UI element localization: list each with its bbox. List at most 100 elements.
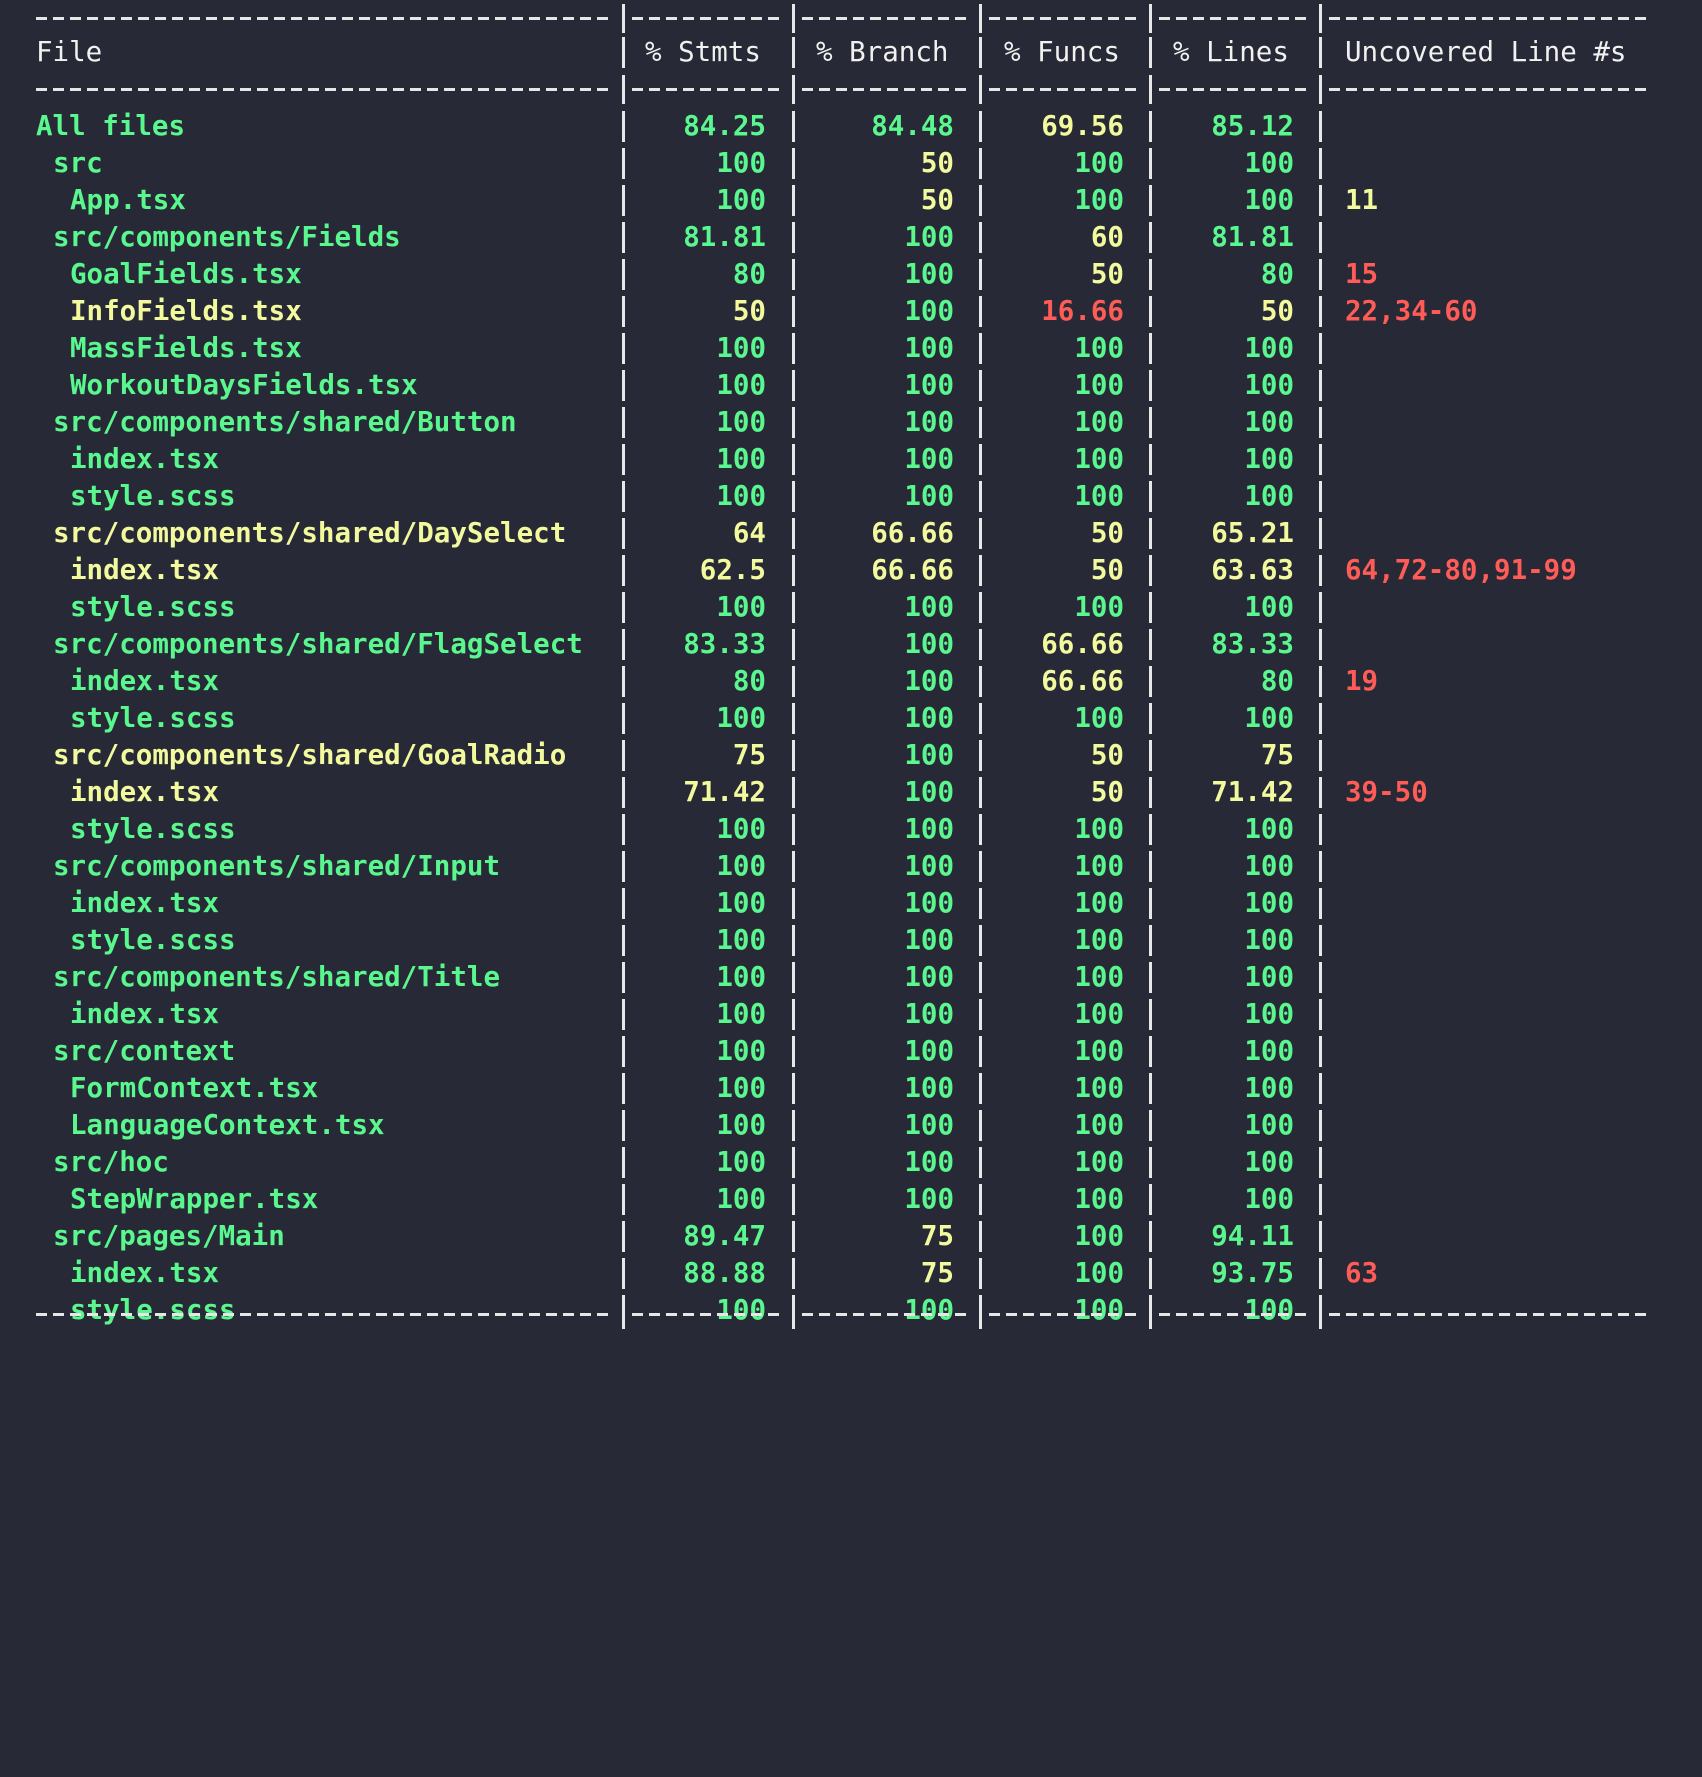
column-divider xyxy=(979,111,982,142)
table-row: index.tsx 100 100 100 100 xyxy=(0,996,1702,1033)
column-divider xyxy=(979,333,982,364)
funcs-value: 100 xyxy=(1074,1146,1124,1178)
branch-value: 100 xyxy=(904,1072,954,1104)
column-divider xyxy=(1149,1184,1152,1215)
column-divider xyxy=(1149,222,1152,253)
column-divider xyxy=(792,333,795,364)
lines-value: 75 xyxy=(1260,739,1294,771)
column-divider xyxy=(979,925,982,956)
stmts-value: 100 xyxy=(716,1183,766,1215)
branch-value: 66.66 xyxy=(871,517,954,549)
stmts-value: 100 xyxy=(716,924,766,956)
column-divider xyxy=(979,518,982,549)
column-divider xyxy=(979,814,982,845)
column-divider xyxy=(1149,481,1152,512)
column-divider xyxy=(1319,777,1322,808)
file-name: App.tsx xyxy=(70,184,186,216)
column-divider xyxy=(1319,1073,1322,1104)
column-divider xyxy=(1149,999,1152,1030)
column-divider xyxy=(622,1184,625,1215)
stmts-value: 80 xyxy=(732,258,766,290)
column-divider xyxy=(1319,1110,1322,1141)
file-name: src/pages/Main xyxy=(53,1220,285,1252)
column-divider xyxy=(979,296,982,327)
lines-value: 100 xyxy=(1244,480,1294,512)
branch-value: 100 xyxy=(904,924,954,956)
table-row: All files 84.25 84.48 69.56 85.12 xyxy=(0,108,1702,145)
branch-value: 100 xyxy=(904,1109,954,1141)
column-divider xyxy=(792,925,795,956)
column-divider xyxy=(792,1184,795,1215)
column-divider xyxy=(792,999,795,1030)
header-uncovered: Uncovered Line #s xyxy=(1345,36,1627,68)
column-divider xyxy=(622,148,625,179)
column-divider xyxy=(1319,1221,1322,1252)
lines-value: 93.75 xyxy=(1211,1257,1294,1289)
funcs-value: 100 xyxy=(1074,1109,1124,1141)
funcs-value: 100 xyxy=(1074,1035,1124,1067)
stmts-value: 100 xyxy=(716,332,766,364)
lines-value: 81.81 xyxy=(1211,221,1294,253)
separator-top xyxy=(0,0,1702,37)
column-divider xyxy=(979,148,982,179)
branch-value: 100 xyxy=(904,961,954,993)
column-divider xyxy=(1149,444,1152,475)
lines-value: 100 xyxy=(1244,887,1294,919)
file-name: src/context xyxy=(53,1035,236,1067)
column-divider xyxy=(792,592,795,623)
lines-value: 100 xyxy=(1244,147,1294,179)
column-divider xyxy=(792,185,795,216)
column-divider xyxy=(1149,296,1152,327)
funcs-value: 100 xyxy=(1074,850,1124,882)
branch-value: 100 xyxy=(904,739,954,771)
table-row: index.tsx 100 100 100 100 xyxy=(0,441,1702,478)
column-divider xyxy=(792,259,795,290)
column-divider xyxy=(1319,592,1322,623)
file-name: index.tsx xyxy=(70,998,220,1030)
column-divider xyxy=(792,407,795,438)
table-row: style.scss 100 100 100 100 xyxy=(0,922,1702,959)
file-name: index.tsx xyxy=(70,665,220,697)
lines-value: 83.33 xyxy=(1211,628,1294,660)
stmts-value: 75 xyxy=(732,739,766,771)
branch-value: 100 xyxy=(904,665,954,697)
table-row: style.scss 100 100 100 100 xyxy=(0,589,1702,626)
lines-value: 65.21 xyxy=(1211,517,1294,549)
column-divider xyxy=(1149,185,1152,216)
file-name: style.scss xyxy=(70,813,236,845)
file-name: MassFields.tsx xyxy=(70,332,302,364)
branch-value: 50 xyxy=(920,184,954,216)
column-divider xyxy=(1149,592,1152,623)
column-divider xyxy=(979,666,982,697)
stmts-value: 80 xyxy=(732,665,766,697)
column-divider xyxy=(979,370,982,401)
lines-value: 100 xyxy=(1244,369,1294,401)
column-divider xyxy=(1149,333,1152,364)
stmts-value: 83.33 xyxy=(683,628,766,660)
column-divider xyxy=(979,703,982,734)
stmts-value: 100 xyxy=(716,813,766,845)
column-divider xyxy=(979,629,982,660)
file-name: src xyxy=(53,147,103,179)
funcs-value: 60 xyxy=(1090,221,1124,253)
lines-value: 100 xyxy=(1244,184,1294,216)
lines-value: 100 xyxy=(1244,961,1294,993)
lines-value: 100 xyxy=(1244,406,1294,438)
column-divider xyxy=(979,222,982,253)
funcs-value: 100 xyxy=(1074,1220,1124,1252)
column-divider xyxy=(1149,1221,1152,1252)
file-name: src/components/shared/FlagSelect xyxy=(53,628,583,660)
column-divider xyxy=(1149,666,1152,697)
lines-value: 85.12 xyxy=(1211,110,1294,142)
branch-value: 50 xyxy=(920,147,954,179)
column-divider xyxy=(1149,259,1152,290)
stmts-value: 100 xyxy=(716,1294,766,1326)
table-row: GoalFields.tsx 80 100 50 80 15 xyxy=(0,256,1702,293)
column-divider xyxy=(1319,148,1322,179)
column-divider xyxy=(622,1147,625,1178)
column-divider xyxy=(622,407,625,438)
file-name: src/components/shared/Input xyxy=(53,850,501,882)
stmts-value: 89.47 xyxy=(683,1220,766,1252)
column-divider xyxy=(622,111,625,142)
column-divider xyxy=(622,296,625,327)
